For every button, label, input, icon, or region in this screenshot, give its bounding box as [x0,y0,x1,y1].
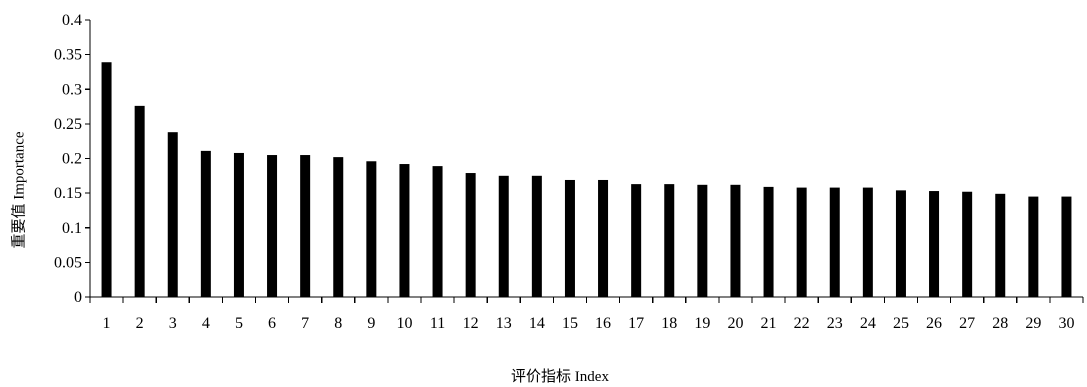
bar-18 [664,184,675,297]
x-tick-label-26: 26 [926,315,942,332]
bar-19 [697,184,708,297]
bar-11 [432,166,443,297]
bar-5 [233,152,244,297]
bar-25 [895,190,906,297]
bar-6 [267,155,278,297]
x-tick-label-1: 1 [103,315,111,332]
y-tick-label-5: 0.25 [54,116,82,133]
y-tick-label-7: 0.35 [54,47,82,64]
x-tick-label-4: 4 [202,315,210,332]
y-tick-label-4: 0.2 [62,151,82,168]
x-tick-label-10: 10 [396,315,412,332]
x-tick-label-12: 12 [463,315,479,332]
bar-10 [399,164,410,297]
bar-4 [200,150,211,297]
bar-28 [995,193,1006,297]
bar-13 [498,175,509,297]
bar-8 [333,157,344,297]
y-axis-title: 重要值 Importance [10,131,27,248]
bar-23 [829,187,840,297]
x-tick-label-23: 23 [827,315,843,332]
x-tick-label-21: 21 [761,315,777,332]
bar-16 [598,179,609,297]
y-tick-label-1: 0.05 [54,254,82,271]
x-tick-label-8: 8 [334,315,342,332]
bar-29 [1028,196,1039,297]
x-tick-label-11: 11 [430,315,445,332]
y-tick-label-8: 0.4 [62,12,82,29]
bar-27 [962,191,973,297]
x-tick-label-25: 25 [893,315,909,332]
y-tick-label-6: 0.3 [62,81,82,98]
bar-24 [862,187,873,297]
bar-2 [134,105,145,298]
x-tick-label-7: 7 [301,315,309,332]
x-tick-label-16: 16 [595,315,611,332]
bar-7 [300,155,311,297]
bars-group [101,62,1072,298]
bar-20 [730,184,741,297]
x-tick-label-6: 6 [268,315,276,332]
x-tick-label-27: 27 [959,315,975,332]
x-tick-label-5: 5 [235,315,243,332]
bar-1 [101,62,112,297]
x-tick-label-29: 29 [1025,315,1041,332]
x-tick-label-9: 9 [367,315,375,332]
bar-15 [564,179,575,297]
y-tick-label-3: 0.15 [54,185,82,202]
bar-3 [167,132,178,297]
x-tick-label-2: 2 [136,315,144,332]
bar-30 [1061,196,1072,297]
y-tick-label-2: 0.1 [62,220,82,237]
x-axis-title: 评价指标 Index [511,368,609,385]
x-tick-label-30: 30 [1058,315,1074,332]
bar-26 [929,191,940,297]
y-tick-label-0: 0 [74,289,82,306]
bar-21 [763,186,774,297]
x-tick-label-15: 15 [562,315,578,332]
x-tick-label-3: 3 [169,315,177,332]
x-axis-ticks: 1 2 3 4 5 6 7 8 9 10 11 12 13 14 15 16 17 18 19 20 21 22 23 24 2… [89,297,1084,332]
x-tick-label-18: 18 [661,315,677,332]
bar-12 [465,173,476,297]
bar-14 [531,175,542,297]
bar-17 [631,184,642,297]
x-tick-label-17: 17 [628,315,644,332]
x-tick-label-28: 28 [992,315,1008,332]
x-tick-label-14: 14 [529,315,545,332]
x-tick-label-24: 24 [860,315,876,332]
x-tick-label-22: 22 [794,315,810,332]
y-axis-ticks: 0 0.05 0.1 0.15 0.2 0.25 0.3 0.35 0.4 [54,12,90,306]
bar-9 [366,161,377,297]
x-tick-label-20: 20 [727,315,743,332]
x-tick-label-13: 13 [496,315,512,332]
x-tick-label-19: 19 [694,315,710,332]
bar-22 [796,187,807,297]
